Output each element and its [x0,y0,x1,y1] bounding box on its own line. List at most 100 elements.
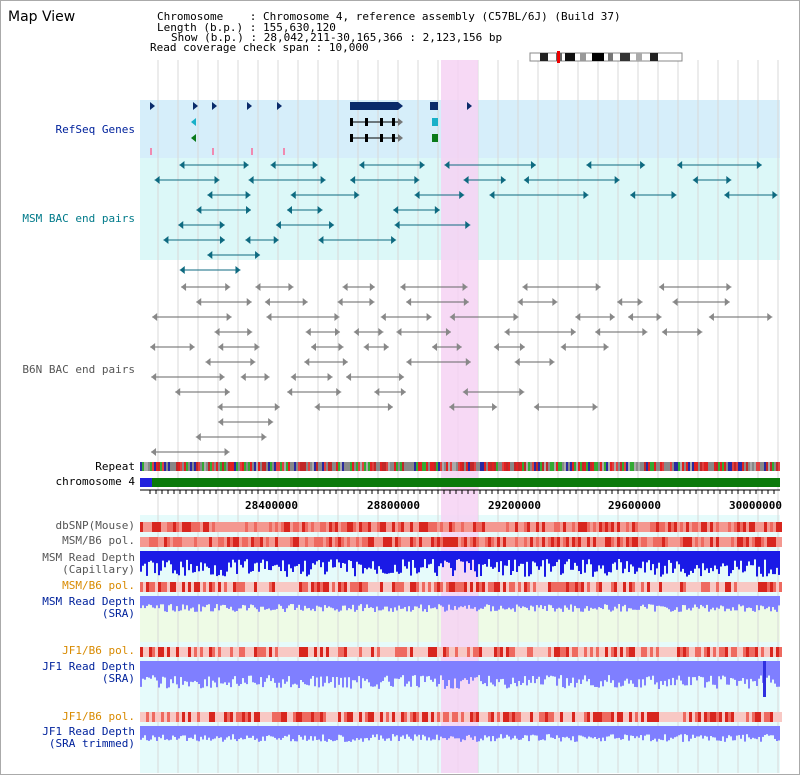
msm-depth-sra-bar [264,596,266,610]
msm-b6-pol-heat [245,582,248,592]
msm-b6-pol-heat [521,582,524,592]
jf1-depth-sra-bar [400,661,402,678]
jf1-b6-pol-heat [140,712,143,722]
jf1-depth-trimmed-bar [342,726,344,737]
jf1-depth-sra-bar [440,661,442,676]
msm-b6-pol-heat [758,582,761,592]
msm-depth-capillary-bar [474,551,476,572]
track-label-refseq[interactable]: RefSeq Genes [55,123,135,136]
msm-b6-pol-heat [221,582,224,592]
jf1-b6-pol-heat [347,712,350,722]
msm-bac-end [329,221,335,229]
msm-depth-capillary-bar [472,551,474,560]
msm-depth-sra-bar [474,596,476,608]
repeat-segment [344,462,346,471]
msm-b6-pol-heat [584,537,587,547]
b6n-bac-end [151,448,157,456]
repeat-segment [614,462,616,471]
dbsnp-heat [371,522,374,532]
jf1-depth-trimmed-bar [640,726,642,736]
msm-depth-capillary-bar [712,551,714,572]
msm-depth-capillary-bar [438,551,440,567]
repeat-segment [770,462,772,471]
msm-b6-pol-heat [557,582,560,592]
jf1-b6-pol-heat [446,712,449,722]
jf1-depth-trimmed-bar [536,726,538,736]
repeat-segment [674,462,676,471]
b6n-bac-end [250,358,256,366]
msm-b6-pol-heat [470,582,473,592]
dbsnp-heat [233,522,236,532]
repeat-segment [228,462,230,471]
msm-depth-capillary-bar [428,551,430,565]
repeat-segment [514,462,516,471]
gene-exon [350,134,353,142]
jf1-depth-sra-bar [394,661,396,679]
jf1-depth-trimmed-bar [560,726,562,742]
msm-b6-pol-heat [491,537,494,547]
repeat-segment [172,462,174,471]
msm-depth-capillary-bar [392,551,394,573]
msm-depth-capillary-bar [494,551,496,568]
track-label-jf1-b6-pol-2[interactable]: JF1/B6 pol. [62,710,135,723]
msm-depth-capillary-bar [280,551,282,572]
msm-depth-sra-bar [246,596,248,611]
msm-b6-pol-heat [341,582,344,592]
track-label-msm-b6-pol-1[interactable]: MSM/B6 pol. [62,534,135,547]
track-label-chromosome[interactable]: chromosome 4 [55,475,135,488]
track-label-msm-depth-capillary[interactable]: MSM Read Depth [42,551,135,564]
msm-depth-sra-bar [232,596,234,611]
jf1-b6-pol-heat [368,647,371,657]
jf1-b6-pol-heat [224,712,227,722]
msm-depth-sra-bar [308,596,310,609]
repeat-segment [718,462,720,471]
jf1-depth-sra-bar [488,661,490,676]
jf1-b6-pol-heat [365,712,368,722]
jf1-depth-trimmed-bar [258,726,260,742]
jf1-b6-pol-heat [269,712,272,722]
jf1-b6-pol-heat [314,647,317,657]
track-label-repeat[interactable]: Repeat [95,460,135,473]
track-label-b6n-bac[interactable]: B6N BAC end pairs [22,363,135,376]
repeat-segment [658,462,660,471]
dbsnp-heat [548,522,551,532]
track-label-jf1-b6-pol-1[interactable]: JF1/B6 pol. [62,644,135,657]
msm-bac-end [154,176,160,184]
msm-depth-sra-bar [484,596,486,607]
jf1-b6-pol-heat [506,712,509,722]
msm-depth-sra-bar [630,596,632,609]
track-label-dbsnp[interactable]: dbSNP(Mouse) [55,519,135,532]
repeat-segment [748,462,750,471]
track-label-jf1-depth-trimmed[interactable]: JF1 Read Depth [42,725,135,738]
b6n-bac-end [672,298,678,306]
msm-b6-pol-heat [701,537,704,547]
jf1-b6-pol-heat [200,712,203,722]
msm-bac-end [320,176,326,184]
jf1-depth-sra-bar [192,661,194,683]
jf1-b6-pol-heat [623,712,626,722]
dbsnp-heat [179,522,182,532]
b6n-bac-end [214,328,220,336]
track-label-msm-bac[interactable]: MSM BAC end pairs [22,212,135,225]
dbsnp-heat [671,522,674,532]
jf1-depth-trimmed-bar [454,726,456,739]
msm-depth-capillary-bar [522,551,524,564]
jf1-depth-sra-bar [198,661,200,685]
repeat-segment [360,462,362,471]
repeat-segment [354,462,356,471]
msm-depth-capillary-bar [592,551,594,577]
msm-depth-sra-bar [640,596,642,607]
msm-depth-capillary-bar [714,551,716,566]
jf1-depth-trimmed-bar [592,726,594,739]
jf1-depth-trimmed-bar [740,726,742,739]
jf1-b6-pol-heat [464,712,467,722]
track-label-capillary: (Capillary) [62,563,135,576]
repeat-segment [758,462,760,471]
jf1-depth-trimmed-bar [696,726,698,737]
msm-depth-sra-bar [724,596,726,612]
msm-b6-pol-heat [671,582,674,592]
track-label-msm-depth-sra[interactable]: MSM Read Depth [42,595,135,608]
track-label-msm-b6-pol-2[interactable]: MSM/B6 pol. [62,579,135,592]
track-label-jf1-depth-sra[interactable]: JF1 Read Depth [42,660,135,673]
